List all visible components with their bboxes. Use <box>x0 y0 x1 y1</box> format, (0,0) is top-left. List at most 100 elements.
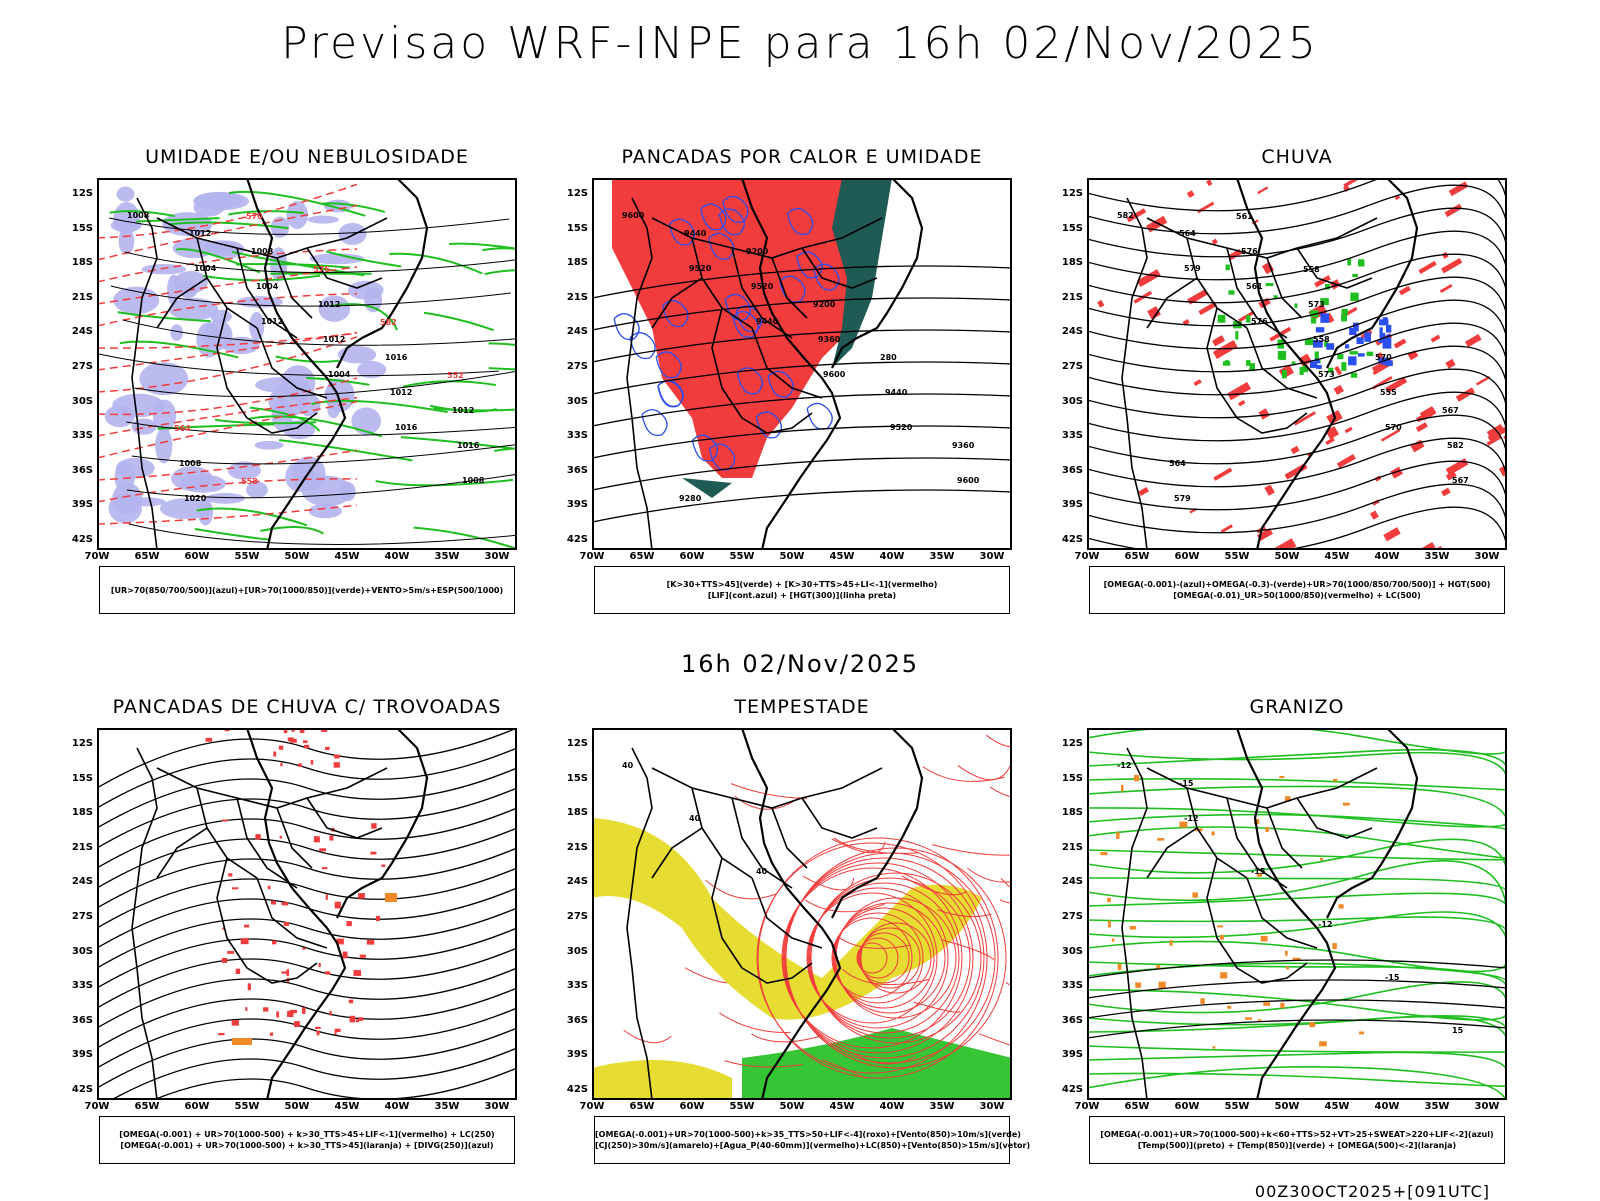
lat-label: 39S <box>566 1049 588 1061</box>
lat-label: 24S <box>566 876 588 888</box>
contour-label: 1016 <box>457 441 480 450</box>
contour-label: 1016 <box>395 423 418 432</box>
contour-label: 1004 <box>194 264 217 273</box>
contour-label: 570 <box>1385 423 1402 432</box>
lat-label: 42S <box>1061 1084 1083 1095</box>
contour-label: -12 <box>1184 814 1198 823</box>
contour-label: 9440 <box>885 388 908 397</box>
lat-label: 39S <box>1061 1049 1083 1061</box>
contour-label: 561 <box>1236 212 1253 221</box>
map-panel[interactable] <box>97 728 517 1100</box>
contour-label: 579 <box>1174 494 1191 503</box>
lat-label: 39S <box>71 499 93 511</box>
lon-label: 70W <box>579 1101 605 1112</box>
contour-label: 1008 <box>127 211 150 220</box>
contour-label: 1004 <box>328 370 351 379</box>
lat-label: 27S <box>566 911 588 922</box>
contour-label: 9360 <box>818 335 841 344</box>
main-title: Previsao WRF-INPE para 16h 02/Nov/2025 <box>281 18 1319 69</box>
contour-label: 1004 <box>256 282 279 291</box>
map-panel[interactable]: 1008 1004 1012 1004 1016 1008 1012 1004 1012 1012… <box>97 178 517 550</box>
lat-label: 15S <box>1061 772 1083 784</box>
map-canvas: 1008 1004 1012 1004 1016 1008 1012 1004 1012 1012… <box>97 178 517 550</box>
lat-label: 39S <box>1061 499 1083 511</box>
lat-label: 36S <box>1061 464 1083 476</box>
lat-label: 21S <box>1061 841 1083 853</box>
contour-label: 573 <box>1308 300 1325 309</box>
lat-label: 42S <box>1061 534 1083 545</box>
map-canvas: 9600 9520 9440 9600 9520 9600 9440 9520 9360 9440… <box>592 178 1012 550</box>
lon-label: 70W <box>579 551 605 562</box>
contour-label: 9600 <box>622 211 645 220</box>
contour-label: 552 <box>447 371 464 380</box>
contour-label: -15 <box>1179 779 1194 788</box>
lat-label: 30S <box>71 945 93 957</box>
lon-label: 70W <box>84 551 110 562</box>
lat-label: 33S <box>566 980 588 992</box>
contour-label: 576 <box>313 265 330 274</box>
panel-legend: [OMEGA(-0.001)+UR>70(1000-500)+k<60+TTS>… <box>1089 1116 1505 1164</box>
map-canvas: 40 40 40 <box>592 728 1012 1100</box>
contour-label: 9520 <box>751 282 774 291</box>
map-panel[interactable]: 582 579 576 573 570 567 564 561 558 555 582 579 576 5… <box>1087 178 1507 550</box>
lon-label: 60W <box>679 551 705 562</box>
lat-label: 21S <box>71 841 93 853</box>
contour-label: 1012 <box>318 300 340 309</box>
contour-label: 15 <box>1452 1026 1464 1035</box>
contour-label: 280 <box>880 353 897 362</box>
legend-line: [OMEGA(-0.001)-(azul)+OMEGA(-0.3)-(verde… <box>1103 580 1491 589</box>
contour-label: 567 <box>1452 476 1469 485</box>
legend-line: [OMEGA(-0.001) + UR>70(1000-500) + k>30_… <box>119 1130 495 1139</box>
lat-label: 12S <box>1061 188 1083 199</box>
lon-label: 65W <box>1124 1101 1150 1112</box>
lat-label: 12S <box>71 188 93 199</box>
lon-label: 35W <box>929 551 955 562</box>
lat-label: 42S <box>566 534 588 545</box>
panel-title: TEMPESTADE <box>734 696 870 718</box>
lon-label: 55W <box>1224 551 1250 562</box>
contour-label: 1008 <box>179 459 202 468</box>
lat-label: 21S <box>566 841 588 853</box>
contour-label: 564 <box>1169 459 1186 468</box>
map-panel[interactable]: -12 -12 -15 -12 -15 15 -15 <box>1087 728 1507 1100</box>
contour-label: 9520 <box>689 264 712 273</box>
lon-label: 55W <box>1224 1101 1250 1112</box>
lat-label: 33S <box>71 980 93 992</box>
lon-label: 30W <box>484 1101 510 1112</box>
contour-label: 40 <box>689 814 701 823</box>
lon-label: 60W <box>184 1101 210 1112</box>
lat-label: 18S <box>71 257 93 269</box>
contour-label: 582 <box>1447 441 1464 450</box>
contour-label: 1008 <box>462 476 485 485</box>
lon-label: 50W <box>284 1101 310 1112</box>
lon-label: 55W <box>234 551 260 562</box>
contour-label: 558 <box>241 477 258 486</box>
lat-label: 18S <box>71 807 93 819</box>
contour-label: -15 <box>1385 973 1400 982</box>
lat-label: 15S <box>71 222 93 234</box>
lat-label: 27S <box>1061 911 1083 922</box>
lon-label: 30W <box>484 551 510 562</box>
contour-label: 40 <box>622 761 634 770</box>
lat-label: 21S <box>566 291 588 303</box>
map-panel[interactable]: 40 40 40 <box>592 728 1012 1100</box>
lon-label: 55W <box>729 1101 755 1112</box>
lat-label: 36S <box>71 1014 93 1026</box>
contour-label: 582 <box>380 318 397 327</box>
panel-title: PANCADAS DE CHUVA C/ TROVOADAS <box>112 696 502 718</box>
lat-label: 12S <box>566 738 588 749</box>
lon-label: 45W <box>829 551 855 562</box>
map-canvas: 582 579 576 573 570 567 564 561 558 555 582 579 576 5… <box>1087 178 1507 550</box>
lon-label: 65W <box>134 551 160 562</box>
lon-label: 45W <box>334 551 360 562</box>
lat-label: 27S <box>71 911 93 922</box>
lon-label: 55W <box>729 551 755 562</box>
contour-label: 9360 <box>952 441 975 450</box>
lon-label: 70W <box>1074 1101 1100 1112</box>
map-panel[interactable]: 9600 9520 9440 9600 9520 9600 9440 9520 9360 9440… <box>592 178 1012 550</box>
lat-label: 15S <box>566 222 588 234</box>
lon-label: 30W <box>1474 1101 1500 1112</box>
lon-label: 60W <box>1174 551 1200 562</box>
contour-label: 582 <box>1117 211 1134 220</box>
lat-label: 18S <box>1061 257 1083 269</box>
